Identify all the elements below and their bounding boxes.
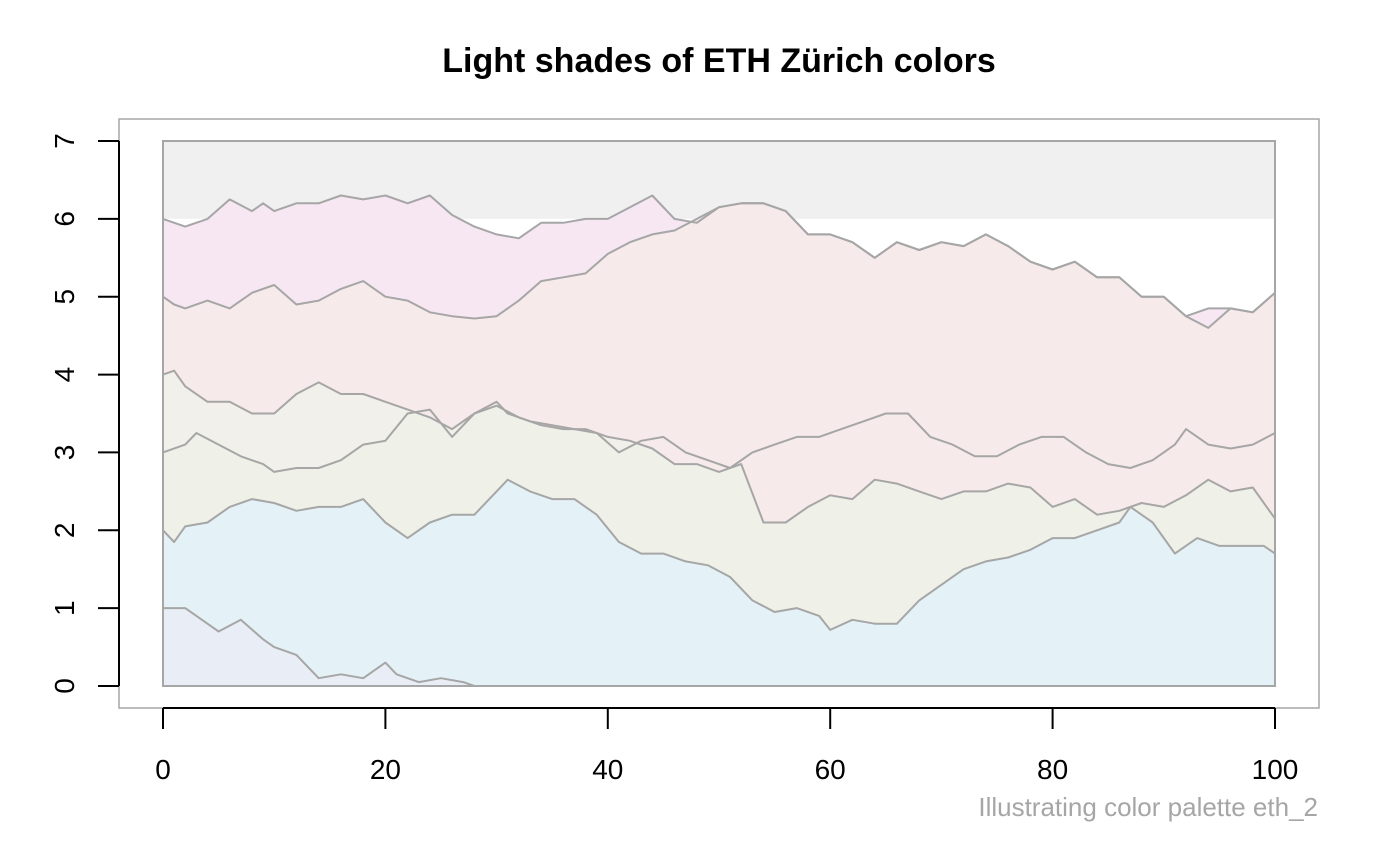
series-line-3 [162, 400, 1276, 473]
band-5 [163, 203, 1275, 523]
plot-region-border [162, 140, 1276, 687]
chart-caption: Illustrating color palette eth_2 [978, 792, 1318, 822]
x-tick-label: 20 [370, 754, 401, 785]
series-line-4 [162, 369, 1276, 524]
y-tick-label: 3 [49, 445, 80, 461]
x-tick-label: 0 [155, 754, 171, 785]
x-tick-label: 40 [592, 754, 623, 785]
y-tick-label: 0 [49, 678, 80, 694]
band-6 [163, 195, 1275, 328]
y-tick-label: 4 [49, 367, 80, 383]
band-1 [163, 608, 1275, 686]
series-line-2 [162, 478, 1276, 631]
x-tick-label: 100 [1252, 754, 1299, 785]
y-tick-label: 1 [49, 600, 80, 616]
axes: 0 20 40 60 80 100 0 1 2 3 4 5 6 7 [49, 118, 1320, 785]
x-tick-label: 80 [1037, 754, 1068, 785]
series-line-6 [162, 194, 1276, 318]
band-2 [163, 479, 1275, 686]
y-tick-label: 5 [49, 289, 80, 305]
chart-title: Light shades of ETH Zürich colors [442, 42, 996, 80]
y-tick-label: 6 [49, 211, 80, 227]
y-tick-label: 2 [49, 522, 80, 538]
y-tick-label: 7 [49, 133, 80, 149]
plot-area [162, 140, 1276, 687]
x-tick-label: 60 [815, 754, 846, 785]
